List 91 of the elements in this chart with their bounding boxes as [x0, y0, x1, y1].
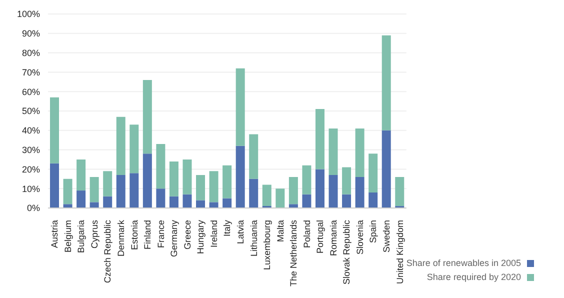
bar — [169, 161, 178, 196]
bar — [302, 165, 312, 194]
x-tick-label: France — [156, 220, 166, 248]
bar — [130, 124, 139, 174]
x-tick-label: Luxembourg — [262, 220, 272, 270]
bar — [182, 194, 192, 208]
bar — [382, 35, 391, 130]
bar — [196, 200, 206, 208]
x-tick-label: Austria — [50, 220, 60, 248]
bar — [222, 165, 232, 198]
bar — [302, 194, 312, 208]
bar — [236, 68, 245, 146]
bar — [288, 204, 298, 208]
bar — [342, 167, 352, 194]
bar — [169, 196, 178, 208]
x-tick-label: Finland — [142, 220, 153, 250]
x-tick-label: Denmark — [116, 220, 126, 257]
bar — [368, 192, 378, 208]
bar — [368, 154, 378, 192]
x-tick-label: Cyprus — [89, 220, 100, 249]
bar — [156, 144, 166, 189]
bar — [236, 146, 245, 208]
bar — [76, 160, 86, 191]
bar — [355, 176, 364, 208]
y-tick-label: 60% — [22, 86, 40, 97]
x-tick-label: Estonia — [129, 220, 140, 250]
bar — [209, 202, 218, 208]
bar — [63, 178, 72, 204]
bar — [90, 176, 99, 202]
bar — [222, 198, 232, 208]
y-tick-label: 20% — [22, 164, 40, 174]
x-tick-label: Czech Republic — [102, 220, 113, 284]
y-tick-label: 50% — [22, 106, 40, 116]
x-tick-label: Lithuania — [248, 220, 259, 257]
x-tick-label: Germany — [169, 220, 180, 258]
bar — [182, 160, 192, 194]
x-tick-label: The Netherlands — [288, 220, 299, 287]
bar — [130, 173, 139, 208]
legend-label: Share of renewables in 2005 — [406, 258, 521, 268]
bar — [276, 188, 285, 208]
bar — [142, 80, 152, 154]
y-tick-label: 90% — [22, 28, 40, 39]
x-tick-label: Greece — [182, 220, 192, 250]
x-tick-label: Sweden — [381, 220, 392, 253]
x-tick-label: Spain — [368, 220, 378, 244]
y-tick-label: 10% — [22, 184, 40, 194]
x-tick-label: Italy — [222, 220, 232, 237]
x-tick-label: Poland — [302, 220, 312, 248]
x-tick-label: Portugal — [315, 220, 326, 254]
bar — [382, 130, 391, 208]
x-tick-label: Slovak Republic — [342, 220, 352, 285]
bar — [76, 190, 86, 208]
bar — [103, 171, 112, 196]
bar — [342, 194, 352, 208]
bar — [355, 128, 364, 177]
x-tick-label: Romania — [328, 220, 338, 256]
x-tick-label: Bulgaria — [76, 220, 86, 254]
bar — [249, 134, 258, 179]
bar — [249, 178, 258, 208]
x-tick-label: Malta — [275, 220, 286, 242]
legend-label: Share required by 2020 — [426, 272, 521, 282]
bar — [142, 154, 152, 208]
bar — [328, 128, 338, 176]
bar — [116, 175, 126, 208]
bar — [209, 171, 218, 202]
bar — [103, 196, 112, 208]
bar — [262, 184, 272, 206]
x-tick-label: Belgium — [62, 220, 73, 253]
bar — [50, 97, 59, 164]
bar — [328, 175, 338, 208]
bar — [315, 109, 324, 170]
bar — [395, 176, 404, 206]
x-tick-label: United Kingdom — [394, 220, 405, 284]
x-tick-label: Slovenia — [354, 220, 365, 255]
bar — [315, 169, 324, 208]
x-tick-label: Ireland — [208, 220, 219, 248]
y-tick-label: 100% — [16, 9, 40, 20]
x-tick-label: Latvia — [235, 220, 246, 244]
y-tick-label: 40% — [22, 126, 40, 136]
x-tick-label: Hungary — [196, 220, 206, 254]
bar — [90, 202, 99, 208]
y-tick-label: 30% — [22, 144, 40, 155]
bar — [288, 176, 298, 204]
bar — [156, 188, 166, 208]
y-tick-label: 80% — [22, 48, 40, 58]
bar — [196, 175, 206, 200]
y-tick-label: 70% — [22, 67, 40, 78]
bar — [50, 163, 59, 208]
bar — [116, 116, 126, 176]
y-tick-label: 0% — [26, 203, 40, 214]
bar — [63, 204, 72, 208]
